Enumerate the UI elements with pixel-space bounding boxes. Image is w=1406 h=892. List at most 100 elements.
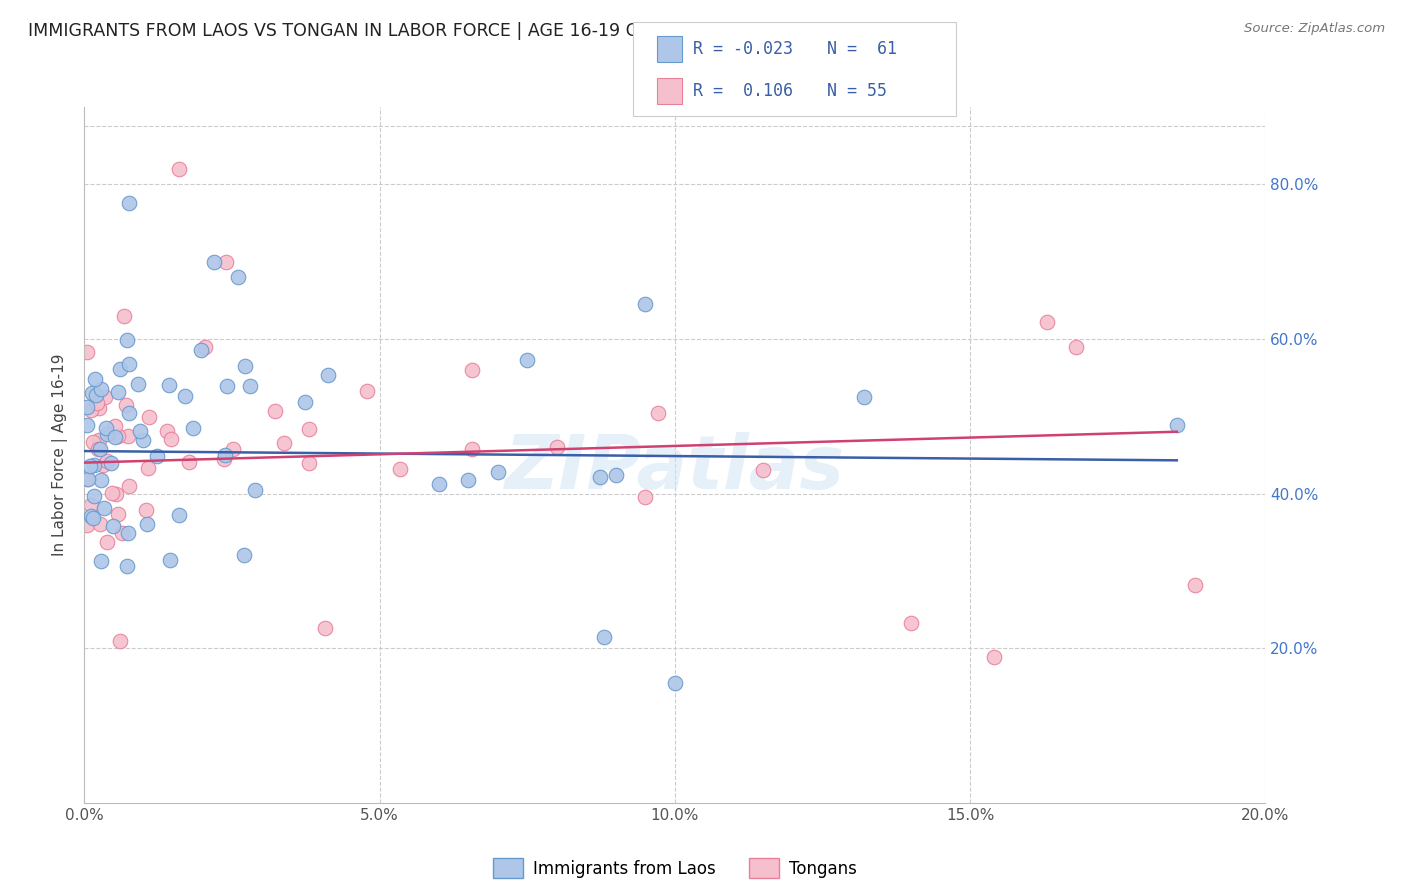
Point [86, 396, 108, 410]
Point [294, 395, 316, 409]
Point [94, 390, 117, 404]
Point [752, 463, 775, 477]
Point [177, 455, 200, 469]
Point [104, 487, 127, 501]
Point [115, 334, 138, 348]
Point [107, 507, 129, 521]
Point [82, 510, 104, 524]
Point [634, 297, 657, 311]
Point [96, 535, 118, 549]
Point [214, 449, 236, 463]
Point [76, 517, 98, 532]
Point [273, 436, 295, 450]
Point [89, 442, 111, 456]
Point [589, 469, 612, 483]
Point [1184, 578, 1206, 592]
Point [76, 418, 98, 433]
Point [138, 410, 160, 425]
Point [108, 633, 131, 648]
Text: N = 55: N = 55 [827, 82, 887, 100]
Point [461, 442, 484, 457]
Point [215, 379, 238, 393]
Point [94, 421, 117, 435]
Point [104, 418, 127, 433]
Point [100, 456, 122, 470]
Point [427, 477, 450, 491]
Text: ZIPatlas: ZIPatlas [505, 433, 845, 506]
Point [82, 386, 104, 401]
Point [90, 554, 112, 568]
Point [91, 458, 114, 472]
Point [264, 404, 287, 418]
Point [194, 340, 217, 354]
Point [84, 387, 107, 401]
Point [135, 503, 157, 517]
Point [117, 559, 139, 574]
Point [546, 441, 568, 455]
Point [111, 526, 134, 541]
Point [96, 427, 118, 442]
Point [127, 376, 149, 391]
Point [146, 449, 169, 463]
Point [80, 402, 103, 417]
Point [117, 479, 139, 493]
Point [202, 254, 225, 268]
Point [82, 434, 104, 449]
Point [488, 465, 510, 479]
Point [93, 501, 115, 516]
Point [634, 490, 657, 504]
Y-axis label: In Labor Force | Age 16-19: In Labor Force | Age 16-19 [52, 353, 69, 557]
Point [83, 458, 105, 472]
Point [222, 442, 245, 456]
Point [239, 379, 262, 393]
Point [100, 485, 122, 500]
Point [461, 363, 484, 377]
Point [388, 461, 411, 475]
Point [356, 384, 378, 398]
Point [314, 622, 336, 636]
Point [117, 406, 139, 420]
Point [1166, 418, 1188, 433]
Point [87, 442, 110, 456]
Point [101, 519, 124, 533]
Legend: Immigrants from Laos, Tongans: Immigrants from Laos, Tongans [486, 851, 863, 885]
Point [1036, 315, 1059, 329]
Text: R =  0.106: R = 0.106 [693, 82, 793, 100]
Point [131, 434, 153, 448]
Point [103, 430, 125, 444]
Point [135, 517, 157, 532]
Point [1066, 340, 1088, 354]
Point [316, 368, 339, 383]
Point [215, 254, 238, 268]
Point [112, 309, 135, 323]
Point [212, 452, 235, 467]
Point [96, 454, 118, 468]
Point [108, 362, 131, 376]
Point [117, 429, 139, 443]
Point [190, 343, 212, 357]
Point [107, 429, 129, 443]
Point [118, 357, 141, 371]
Point [76, 344, 98, 359]
Point [167, 161, 190, 176]
Point [87, 401, 110, 415]
Point [605, 468, 627, 483]
Point [159, 553, 181, 567]
Point [900, 615, 922, 630]
Point [983, 650, 1005, 665]
Point [516, 352, 538, 367]
Point [156, 424, 179, 438]
Text: Source: ZipAtlas.com: Source: ZipAtlas.com [1244, 22, 1385, 36]
Point [232, 549, 254, 563]
Text: R = -0.023: R = -0.023 [693, 40, 793, 58]
Point [76, 400, 98, 414]
Point [128, 425, 150, 439]
Point [79, 458, 101, 473]
Point [181, 420, 204, 434]
Point [87, 434, 110, 448]
Point [115, 398, 138, 412]
Point [76, 472, 98, 486]
Text: IMMIGRANTS FROM LAOS VS TONGAN IN LABOR FORCE | AGE 16-19 CORRELATION CHART: IMMIGRANTS FROM LAOS VS TONGAN IN LABOR … [28, 22, 814, 40]
Point [593, 630, 616, 644]
Point [457, 473, 479, 487]
